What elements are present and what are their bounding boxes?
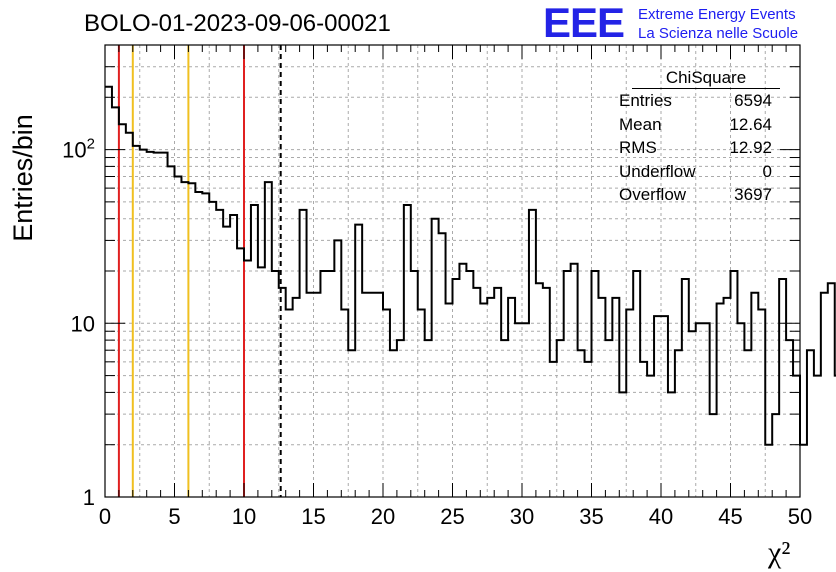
y-axis-label: Entries/bin (8, 114, 38, 242)
axis-ticks (104, 44, 801, 498)
stats-row-underflow: Underflow 0 (612, 160, 780, 184)
stats-label: Underflow (619, 161, 696, 181)
x-tick-label: 15 (301, 504, 325, 529)
stats-label: Entries (619, 91, 672, 110)
x-tick-label: 50 (788, 504, 812, 529)
y-tick-label: 10 (71, 311, 95, 336)
eee-logo: EEE Extreme Energy Events La Scienza nel… (543, 2, 833, 44)
x-tick-label: 25 (440, 504, 464, 529)
x-tick-label: 5 (168, 504, 180, 529)
grid-lines (105, 44, 800, 497)
x-tick-label: 30 (510, 504, 534, 529)
stats-value: 0 (762, 161, 772, 181)
y-tick-label: 1 (83, 485, 95, 510)
x-tick-label: 0 (99, 504, 111, 529)
stats-label: RMS (619, 138, 657, 157)
stats-label: Mean (619, 114, 662, 134)
histogram-line (105, 85, 836, 446)
x-axis-label: χ² (768, 536, 791, 569)
stats-row-mean: Mean 12.64 (612, 113, 780, 137)
x-tick-label: 35 (579, 504, 603, 529)
stats-box: ChiSquare Entries 6594 Mean 12.64 RMS 12… (612, 68, 780, 207)
x-tick-label: 45 (718, 504, 742, 529)
stats-value: 3697 (734, 185, 772, 204)
reference-lines (117, 45, 282, 497)
stats-row-overflow: Overflow 3697 (612, 183, 780, 207)
eee-logo-line2: La Scienza nelle Scuole (638, 25, 799, 42)
axis-tick-labels: 0 5 10 15 20 25 30 35 40 45 50 1 10 102 (62, 136, 812, 529)
stats-value: 12.92 (729, 138, 772, 157)
x-tick-label: 40 (649, 504, 673, 529)
stats-title: ChiSquare (632, 68, 780, 89)
stats-value: 6594 (734, 91, 772, 110)
stats-value: 12.64 (729, 114, 772, 134)
eee-logo-line1: Extreme Energy Events (638, 6, 796, 23)
x-tick-label: 20 (371, 504, 395, 529)
eee-logo-mark: EEE (543, 0, 625, 46)
x-tick-label: 10 (232, 504, 256, 529)
stats-row-rms: RMS 12.92 (612, 136, 780, 160)
stats-label: Overflow (619, 185, 687, 204)
y-tick-label: 102 (62, 136, 95, 163)
stats-row-entries: Entries 6594 (612, 89, 780, 113)
chart-title: BOLO-01-2023-09-06-00021 (84, 10, 391, 37)
